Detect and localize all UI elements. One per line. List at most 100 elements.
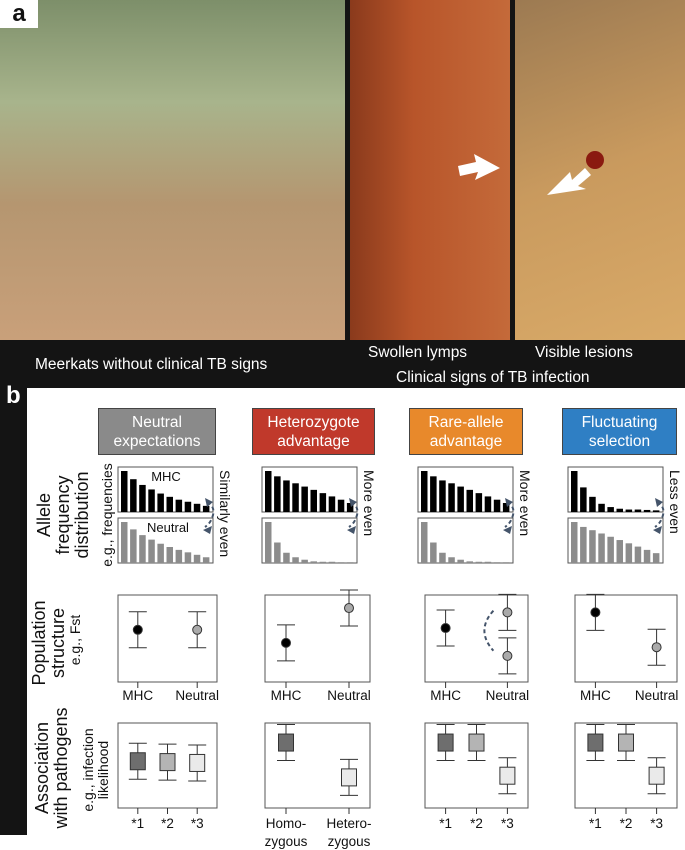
histogram-bar-mhc xyxy=(337,499,345,512)
histogram-label-mhc: MHC xyxy=(151,469,181,484)
histogram-bar-mhc xyxy=(139,484,146,512)
column-header-line: Heterozygote xyxy=(267,414,360,431)
histogram-bar-neutral xyxy=(193,554,201,563)
photo-visible-lesions xyxy=(515,0,685,340)
photo-swollen-lymph xyxy=(350,0,510,340)
column-header-line: expectations xyxy=(113,433,201,450)
pop-structure-frame xyxy=(424,594,529,683)
column-header-line: advantage xyxy=(277,433,350,450)
histogram-label-neutral: Neutral xyxy=(147,520,189,535)
histogram-bar-neutral xyxy=(652,553,660,563)
histogram-bar-mhc xyxy=(652,510,660,512)
row-label-population: structure xyxy=(48,608,68,678)
histogram-bar-mhc xyxy=(202,505,210,512)
pop-x-label: Neutral xyxy=(175,688,219,703)
row-label-association: with pathogens xyxy=(51,707,71,829)
histogram-bar-mhc xyxy=(634,509,642,512)
histogram-frame-mhc xyxy=(417,466,514,513)
assoc-box xyxy=(278,733,294,752)
row-label-allele: distribution xyxy=(72,471,92,558)
histogram-bar-neutral xyxy=(328,561,336,563)
histogram-bar-mhc xyxy=(598,503,605,512)
assoc-box xyxy=(648,766,665,785)
histogram-bar-neutral xyxy=(502,562,510,563)
evenness-arrow xyxy=(654,501,665,528)
histogram-bar-neutral xyxy=(157,543,164,563)
pop-x-label: Neutral xyxy=(635,688,679,703)
assoc-box xyxy=(159,753,176,772)
column-header-line: advantage xyxy=(429,433,503,450)
row-label-allele: frequency xyxy=(53,475,73,554)
pop-point xyxy=(651,642,662,653)
column-header-2: Rare-allele advantage xyxy=(409,408,523,455)
assoc-x-label: *1 xyxy=(439,816,452,831)
assoc-x-label: Hetero- xyxy=(326,816,371,831)
histogram-bar-mhc xyxy=(466,489,473,512)
column-header-0: Neutral expectations xyxy=(98,408,216,455)
histogram-bar-neutral xyxy=(283,552,290,563)
histogram-bar-neutral xyxy=(274,542,281,563)
assoc-box xyxy=(189,753,206,772)
pop-x-label: Neutral xyxy=(327,688,371,703)
arrow-icon xyxy=(547,151,604,195)
pop-x-label: MHC xyxy=(271,688,302,703)
arrow-head-icon xyxy=(653,526,662,534)
histogram-bar-mhc xyxy=(283,480,290,512)
pop-point xyxy=(132,624,143,635)
caption-clinical: Clinical signs of TB infection xyxy=(396,369,590,386)
histogram-frame-neutral xyxy=(417,517,514,564)
pop-point xyxy=(192,624,203,635)
histogram-bar-neutral xyxy=(598,533,605,563)
histogram-bar-mhc xyxy=(157,493,164,512)
row-label-association: Association xyxy=(32,722,52,814)
histogram-bar-neutral xyxy=(202,557,210,563)
histogram-bar-mhc xyxy=(301,486,308,512)
histogram-bar-mhc xyxy=(184,501,192,512)
pop-point xyxy=(590,607,601,618)
histogram-bar-mhc xyxy=(457,486,464,512)
histogram-bar-mhc xyxy=(274,476,281,512)
panel-label-a: a xyxy=(0,0,38,28)
histogram-bar-neutral xyxy=(448,557,455,563)
assoc-x-label: *3 xyxy=(650,816,663,831)
histogram-bar-mhc xyxy=(175,499,183,512)
column-header-3: Fluctuating selection xyxy=(562,408,677,455)
histogram-bar-mhc xyxy=(166,496,173,512)
histogram-bar-mhc xyxy=(439,480,446,512)
panel-b-band xyxy=(0,388,27,835)
arrow-icon xyxy=(458,154,500,180)
histogram-bar-mhc xyxy=(130,479,137,512)
evenness-arrow xyxy=(348,501,359,528)
histogram-bar-neutral xyxy=(337,562,345,563)
histogram-bar-neutral xyxy=(430,542,437,563)
histogram-bar-mhc xyxy=(502,502,510,512)
assoc-x-label: *1 xyxy=(589,816,602,831)
histogram-bar-mhc xyxy=(421,471,428,512)
histogram-bar-neutral xyxy=(184,552,192,563)
arrow-head-icon xyxy=(655,498,663,507)
histogram-bar-mhc xyxy=(571,471,578,512)
row-label-pop-sub: e.g., Fst xyxy=(67,615,83,666)
assoc-box xyxy=(341,768,357,787)
histogram-bar-mhc xyxy=(265,471,272,512)
caption-lesions: Visible lesions xyxy=(535,344,633,361)
assoc-box xyxy=(499,766,516,785)
histogram-bar-mhc xyxy=(643,509,651,512)
histogram-bar-mhc xyxy=(448,483,455,512)
assoc-x-label: *2 xyxy=(470,816,483,831)
histogram-bar-neutral xyxy=(139,535,146,563)
arrow-head-icon xyxy=(349,498,357,507)
histogram-bar-neutral xyxy=(493,562,501,563)
evenness-label: More even xyxy=(361,470,377,536)
histogram-frame-mhc xyxy=(261,466,358,513)
assoc-box xyxy=(129,752,146,771)
histogram-bar-neutral xyxy=(439,552,446,563)
assoc-box xyxy=(437,733,454,752)
histogram-bar-neutral xyxy=(484,561,492,563)
column-header-line: Rare-allele xyxy=(428,414,504,431)
histogram-frame-mhc xyxy=(567,466,664,513)
histogram-bar-mhc xyxy=(292,483,299,512)
pop-x-label: Neutral xyxy=(486,688,530,703)
column-header-line: selection xyxy=(588,433,651,450)
